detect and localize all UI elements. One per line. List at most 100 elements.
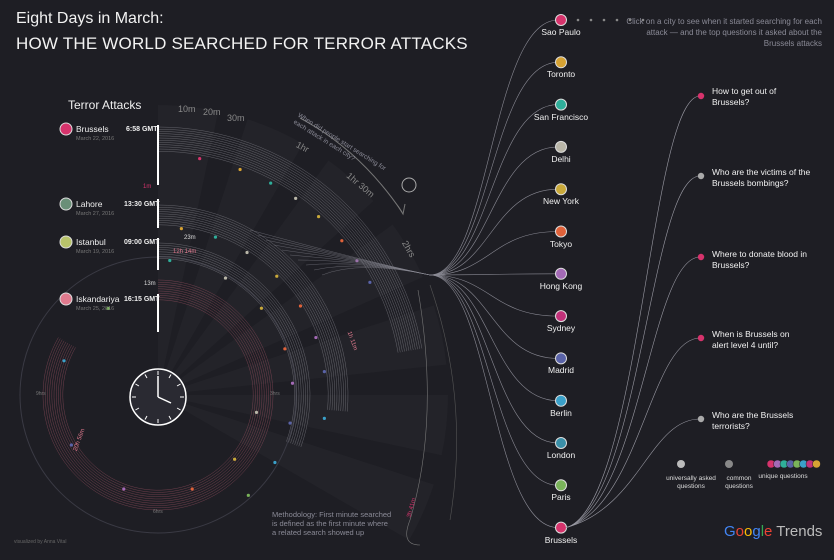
question-4[interactable]: When is Brussels on alert level 4 until?: [712, 329, 790, 350]
search-arc: [157, 220, 333, 411]
clock-tick: [135, 407, 140, 411]
search-arc: [62, 299, 254, 491]
clock-tick: [135, 383, 140, 387]
attack-time-brussels: 6:58 GMT: [126, 126, 158, 133]
search-arc: [157, 126, 423, 349]
page-title: Eight Days in March:: [16, 10, 164, 27]
city-connector: [429, 274, 559, 359]
attack-time-iskandariya: 16:15 GMT: [124, 296, 160, 303]
credit: visualized by Anna Vital: [14, 539, 67, 545]
city-connector: [429, 62, 559, 276]
city-dot: [555, 479, 567, 492]
search-dot: [233, 457, 237, 461]
city-madrid[interactable]: Madrid: [548, 365, 574, 376]
search-arc: [157, 209, 344, 412]
search-arc: [60, 297, 256, 493]
search-dot: [269, 181, 273, 185]
search-dot: [168, 258, 172, 263]
city-toronto[interactable]: Toronto: [546, 69, 576, 80]
search-arc: [44, 281, 272, 509]
timeline-arrow: [299, 117, 403, 213]
city-london[interactable]: London: [546, 450, 576, 460]
city-new-york[interactable]: New York: [543, 196, 579, 207]
search-arc: [157, 213, 340, 411]
search-dot: [283, 347, 287, 351]
attack-name-iskandariya[interactable]: Iskandariya: [76, 294, 120, 304]
question-2[interactable]: Who are the victims of the Brussels bomb…: [712, 167, 811, 188]
city-san-francisco[interactable]: San Francisco: [533, 111, 589, 122]
search-dot: [298, 304, 303, 308]
search-dot: [254, 410, 259, 414]
city-tokyo[interactable]: Tokyo: [549, 238, 573, 249]
question-3[interactable]: Where to donate blood in Brussels?: [712, 249, 807, 270]
search-arc: [157, 146, 403, 352]
city-brussels[interactable]: Brussels: [544, 534, 578, 545]
city-hong-kong[interactable]: Hong Kong: [539, 280, 583, 291]
methodology-note: Methodology: First minute searched is de…: [272, 510, 392, 537]
city-dot: [555, 140, 567, 153]
question-1[interactable]: How to get out of Brussels?: [712, 86, 777, 107]
city-dot: [555, 225, 567, 238]
ring-label-10m: 10m: [178, 104, 196, 114]
attack-name-brussels[interactable]: Brussels: [76, 124, 109, 134]
search-arc: [157, 217, 335, 411]
arrow-head: [397, 203, 406, 216]
attacks-heading: Terror Attacks: [68, 98, 142, 112]
city-connector: [429, 274, 559, 486]
attack-time-lahore: 13:30 GMT: [124, 201, 160, 208]
question-dot: [697, 253, 705, 261]
time-icon: [401, 177, 417, 193]
clock-tick: [176, 383, 181, 387]
attack-name-istanbul[interactable]: Istanbul: [76, 237, 106, 247]
search-arc: [157, 131, 418, 350]
attack-date-istanbul: March 19, 2016: [76, 249, 115, 255]
city-dot: [555, 521, 567, 534]
legend-common-label: common questions: [725, 475, 753, 490]
question-dot: [697, 334, 705, 342]
ring-label-30m: 30m: [227, 113, 245, 123]
search-arc: [157, 139, 410, 351]
page-subtitle: HOW THE WORLD SEARCHED FOR TERROR ATTACK…: [16, 34, 468, 53]
clock-label-6hrs: 6hrs: [153, 509, 163, 515]
clock-label-9hrs: 9hrs: [36, 391, 46, 397]
hint-dot: [589, 18, 593, 22]
city-sao-paulo[interactable]: Sao Paulo: [541, 27, 581, 37]
search-arc: [157, 204, 349, 412]
question-5[interactable]: Who are the Brussels terrorists?: [712, 410, 794, 431]
search-arc: [157, 247, 306, 446]
question-connector: [565, 418, 701, 528]
attack-dot: [59, 235, 73, 249]
search-arc: [58, 295, 258, 495]
hint-dot: [641, 18, 645, 22]
legend-universal-label: universally asked questions: [666, 475, 716, 490]
city-paris[interactable]: Paris: [551, 492, 571, 503]
mark-label: 12h 14m: [173, 249, 197, 255]
trail-line: [406, 289, 428, 546]
search-arc: [157, 224, 329, 410]
search-arc: [157, 244, 309, 447]
city-dot: [555, 56, 567, 69]
search-dot: [69, 443, 73, 447]
search-dot: [322, 416, 326, 420]
legend-unique-label: unique questions: [758, 473, 808, 480]
city-berlin[interactable]: Berlin: [550, 407, 572, 418]
city-sydney[interactable]: Sydney: [546, 323, 576, 334]
instruction-text: Click on a city to see when it started s…: [626, 17, 822, 48]
question-dot: [697, 92, 705, 100]
city-dot: [555, 310, 567, 323]
search-arc: [157, 255, 298, 443]
search-arc: [157, 211, 342, 412]
search-dot: [316, 215, 321, 219]
clock-hand-hour: [157, 396, 172, 404]
search-dot: [340, 239, 344, 243]
question-dot: [697, 415, 705, 423]
hint-dot: [602, 18, 606, 22]
search-arc: [157, 148, 401, 353]
attack-name-lahore[interactable]: Lahore: [76, 199, 103, 209]
search-dot: [122, 487, 126, 491]
attack-time-istanbul: 09:00 GMT: [124, 239, 160, 246]
city-connector: [429, 273, 559, 276]
city-delhi[interactable]: Delhi: [551, 153, 571, 164]
search-dot: [238, 167, 242, 172]
